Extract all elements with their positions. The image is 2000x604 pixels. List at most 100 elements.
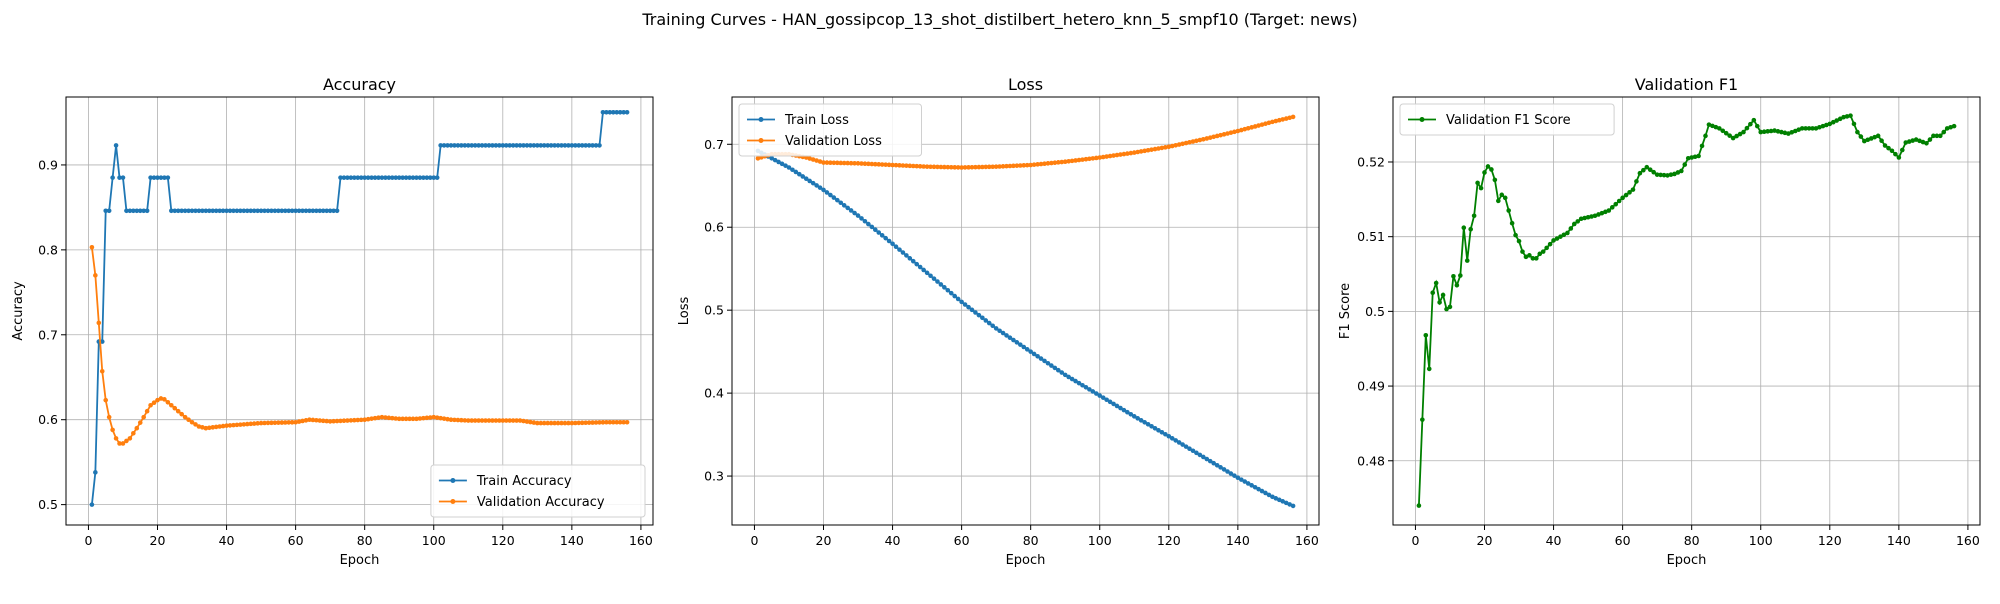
data-point <box>151 175 157 180</box>
data-point <box>835 160 840 166</box>
data-point <box>1228 471 1234 476</box>
data-point <box>1280 117 1286 122</box>
data-point <box>1201 454 1206 460</box>
data-point <box>1951 123 1957 129</box>
data-point <box>1056 160 1061 165</box>
data-point <box>566 420 571 426</box>
data-point <box>1917 138 1922 144</box>
data-point <box>462 418 468 423</box>
data-point <box>1616 198 1622 204</box>
data-point <box>265 420 271 426</box>
data-point <box>244 208 250 214</box>
data-point <box>942 285 947 290</box>
data-point <box>1087 156 1092 162</box>
data-point <box>831 160 837 166</box>
data-point <box>552 143 557 148</box>
data-point <box>935 279 940 284</box>
data-point <box>893 162 899 168</box>
legend-entry-0: Train Loss <box>784 113 849 128</box>
data-point <box>1544 245 1549 251</box>
data-point <box>841 203 847 208</box>
x-tick-label: 160 <box>1295 533 1319 548</box>
data-point <box>120 175 126 180</box>
data-point <box>207 425 212 431</box>
data-point <box>1214 462 1220 468</box>
series-markers-0 <box>1416 113 1957 508</box>
data-point <box>1028 162 1033 168</box>
data-point <box>300 208 305 214</box>
y-axis-label: F1 Score <box>1338 283 1353 339</box>
data-point <box>293 419 298 425</box>
data-point <box>1685 155 1691 161</box>
data-point <box>396 175 402 180</box>
data-point <box>814 183 819 188</box>
data-point <box>807 156 812 161</box>
x-tick-label: 160 <box>629 533 653 548</box>
series-markers-1 <box>89 245 630 446</box>
data-point <box>1018 163 1023 168</box>
data-point <box>1218 132 1223 138</box>
data-point <box>821 160 826 165</box>
y-tick-label: 0.52 <box>1357 154 1385 169</box>
data-point <box>917 264 923 270</box>
data-point <box>196 208 202 214</box>
data-point <box>1696 153 1701 159</box>
data-point <box>1228 130 1234 135</box>
data-point <box>797 171 802 177</box>
data-point <box>1239 477 1244 482</box>
data-point <box>900 250 906 255</box>
data-point <box>1283 500 1289 506</box>
y-tick-label: 0.48 <box>1357 453 1385 468</box>
data-point <box>1263 490 1268 496</box>
data-point <box>1672 171 1677 177</box>
data-point <box>286 208 292 214</box>
data-point <box>314 208 319 214</box>
data-point <box>1066 158 1071 164</box>
data-point <box>99 368 105 374</box>
data-point <box>365 416 371 422</box>
data-point <box>1571 221 1577 227</box>
data-point <box>403 416 409 422</box>
data-point <box>1437 300 1442 305</box>
data-point <box>610 419 616 425</box>
data-point <box>282 208 288 214</box>
data-point <box>1737 131 1743 137</box>
data-point <box>358 417 364 423</box>
data-point <box>203 425 209 431</box>
data-point <box>1654 172 1660 177</box>
data-point <box>1152 146 1158 152</box>
data-point <box>576 420 582 426</box>
data-point <box>421 415 426 421</box>
data-point <box>586 420 592 425</box>
data-point <box>1727 133 1732 138</box>
data-point <box>231 208 236 214</box>
data-point <box>462 143 468 148</box>
series-markers-0 <box>755 148 1296 509</box>
data-point <box>1166 144 1172 150</box>
data-point <box>362 175 367 180</box>
data-point <box>117 441 122 446</box>
x-tick-label: 80 <box>1684 533 1700 548</box>
data-point <box>1087 387 1092 392</box>
data-point <box>838 160 844 166</box>
data-point <box>269 420 274 426</box>
data-point <box>1834 118 1839 123</box>
data-point <box>1540 249 1546 254</box>
data-point <box>255 208 260 214</box>
legend-marker-0 <box>1419 117 1425 122</box>
data-point <box>141 208 146 214</box>
data-point <box>431 175 437 180</box>
data-point <box>1245 125 1251 131</box>
data-point <box>855 213 861 218</box>
data-point <box>345 175 350 180</box>
data-point <box>396 416 402 422</box>
data-point <box>1903 140 1909 145</box>
data-point <box>600 420 606 425</box>
data-point <box>338 418 343 424</box>
data-point <box>175 208 181 214</box>
data-point <box>552 420 557 426</box>
data-point <box>144 208 150 214</box>
data-point <box>1813 126 1819 131</box>
data-point <box>969 164 975 170</box>
data-point <box>1232 129 1237 135</box>
